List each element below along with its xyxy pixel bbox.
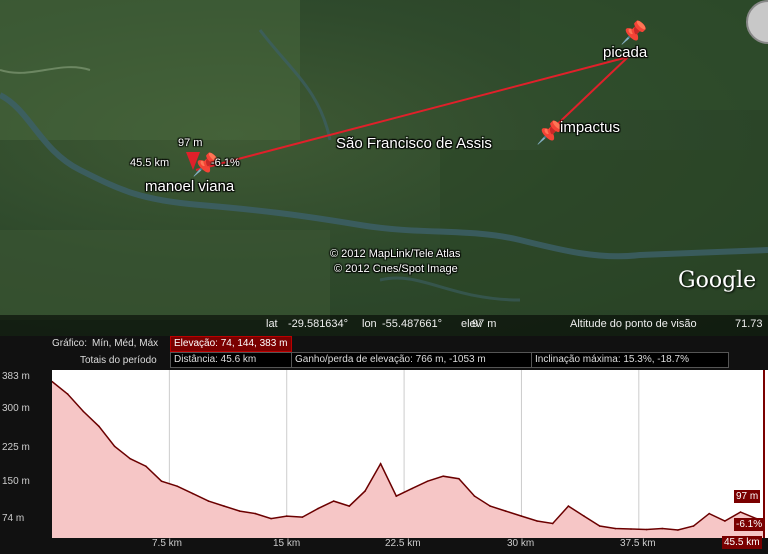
path-line <box>195 56 629 171</box>
x-tick-label: 30 km <box>507 538 535 549</box>
cursor-elevation-flag: 97 m <box>734 490 761 503</box>
elev-value: 97 m <box>472 318 497 330</box>
place-label-sao-francisco[interactable]: São Francisco de Assis <box>336 135 492 152</box>
distance-box: Distância: 45.6 km <box>170 352 292 368</box>
elevation-point <box>442 475 445 477</box>
elevation-point <box>66 393 69 395</box>
elevation-point <box>489 505 491 507</box>
place-label-impactus[interactable]: impactus <box>560 119 621 136</box>
max-slope-box: Inclinação máxima: 15.3%, -18.7% <box>531 352 729 368</box>
elevation-point <box>113 445 116 448</box>
eye-altitude-value: 71.73 <box>735 318 763 330</box>
pushpin-icon[interactable]: 📌 <box>536 120 564 145</box>
y-tick-label: 74 m <box>2 513 25 524</box>
y-tick-label: 383 m <box>2 371 30 382</box>
elevation-point <box>348 505 351 507</box>
elevation-point <box>82 410 85 413</box>
pushpin-icon[interactable]: 📌 <box>620 20 648 45</box>
graph-label: Gráfico: <box>52 338 88 349</box>
elev-label: elev <box>461 318 482 330</box>
elevation-plot[interactable] <box>51 370 768 538</box>
elevation-point <box>505 510 507 512</box>
status-bar: lat -29.581634° lon -55.487661° elev 97 … <box>0 315 768 336</box>
y-tick-label: 225 m <box>2 442 30 453</box>
elevation-point <box>98 425 100 428</box>
cursor-marker-icon <box>186 152 200 170</box>
x-cursor-label: 45.5 km <box>722 536 762 549</box>
elevation-point <box>473 495 476 497</box>
copyright-line-2: © 2012 Cnes/Spot Image <box>334 263 458 275</box>
x-tick-label: 15 km <box>273 538 301 549</box>
elevation-point <box>395 495 398 497</box>
elevation-point <box>176 485 178 487</box>
elevation-point <box>645 528 648 531</box>
elevation-point <box>411 487 413 490</box>
elevation-point <box>724 520 726 522</box>
elevation-point <box>285 515 288 517</box>
elevation-point <box>458 477 460 480</box>
lon-value: -55.487661° <box>382 318 443 330</box>
elevation-point <box>379 462 382 465</box>
elevation-point <box>238 510 241 512</box>
elevation-point <box>567 505 570 507</box>
x-tick-label: 22.5 km <box>385 538 421 549</box>
elevation-point <box>551 522 554 525</box>
min-avg-max-label: Mín, Méd, Máx <box>92 338 159 349</box>
elevation-point <box>254 512 257 515</box>
elevation-point <box>51 380 53 383</box>
lat-label: lat <box>266 318 278 330</box>
elevation-point <box>207 500 210 502</box>
elevation-point <box>598 525 601 527</box>
path-elevation-label: 97 m <box>178 137 203 149</box>
elevation-point <box>192 492 194 495</box>
elevation-stat-box[interactable]: Elevação: 74, 144, 383 m <box>170 336 292 352</box>
lon-label: lon <box>362 318 377 330</box>
elevation-point <box>317 507 319 510</box>
y-tick-label: 150 m <box>2 476 30 487</box>
eye-altitude-label: Altitude do ponto de visão <box>570 318 697 330</box>
totals-label: Totais do período <box>80 355 157 366</box>
y-tick-label: 300 m <box>2 403 30 414</box>
elevation-point <box>129 457 132 460</box>
elevation-point <box>583 515 585 517</box>
google-logo: Google <box>678 268 757 293</box>
copyright-line-1: © 2012 MapLink/Tele Atlas <box>330 248 461 260</box>
elevation-point <box>332 500 335 502</box>
elevation-point <box>677 529 679 531</box>
elevation-gain-box: Ganho/perda de elevação: 766 m, -1053 m <box>291 352 532 368</box>
x-tick-label: 7.5 km <box>152 538 183 549</box>
lat-value: -29.581634° <box>288 318 349 330</box>
elevation-point <box>520 515 523 517</box>
path-slope-label: -6.1% <box>211 157 240 169</box>
elevation-point <box>708 512 711 515</box>
place-label-picada[interactable]: picada <box>603 44 648 61</box>
elevation-point <box>426 480 429 482</box>
elevation-point <box>364 490 366 492</box>
elevation-point <box>301 516 304 518</box>
elevation-chart[interactable] <box>51 370 768 538</box>
elevation-point <box>223 505 225 507</box>
elevation-point <box>160 480 163 482</box>
cursor-slope-flag: -6.1% <box>734 518 765 531</box>
elevation-point <box>739 511 742 513</box>
x-tick-label: 37.5 km <box>620 538 656 549</box>
elevation-area <box>52 381 764 538</box>
elevation-point <box>661 527 664 530</box>
elevation-point <box>536 520 538 522</box>
path-branch-line <box>545 56 629 136</box>
elevation-point <box>630 528 632 530</box>
elevation-point <box>145 465 147 468</box>
path-distance-label: 45.5 km <box>130 157 170 169</box>
map-view[interactable]: 📌 📌 📌 picada impactus São Francisco de A… <box>0 0 768 336</box>
place-label-manoel-viana[interactable]: manoel viana <box>145 178 235 195</box>
elevation-point <box>614 527 617 530</box>
satellite-imagery <box>0 0 768 320</box>
elevation-point <box>270 517 272 520</box>
elevation-point <box>692 525 695 527</box>
